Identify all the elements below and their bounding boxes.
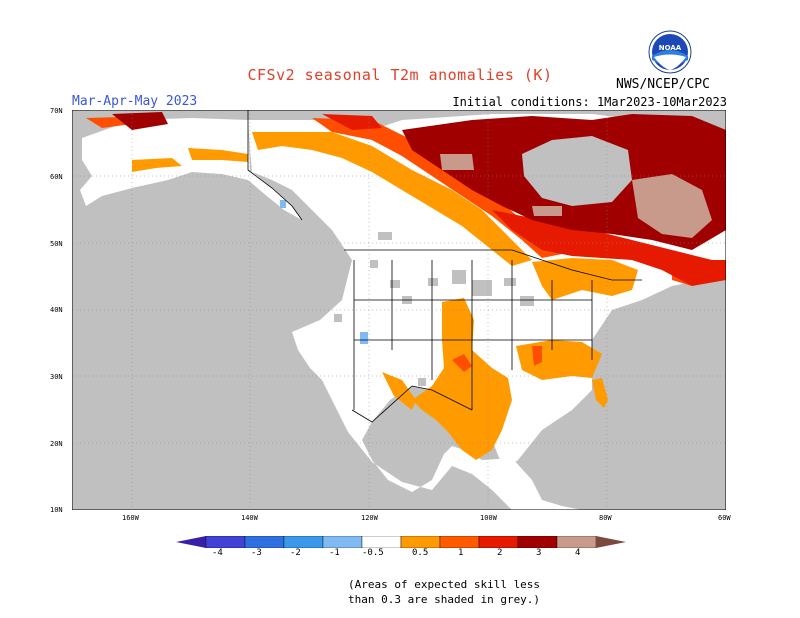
colorbar-label: 1 bbox=[458, 548, 464, 558]
lat-label: 70N bbox=[50, 107, 63, 115]
anomaly-orange bbox=[132, 132, 638, 460]
noaa-logo: NOAA bbox=[648, 30, 692, 74]
colorbar-label: -4 bbox=[212, 548, 223, 558]
map-title: CFSv2 seasonal T2m anomalies (K) bbox=[247, 66, 553, 84]
colorbar-label: 0.5 bbox=[412, 548, 429, 558]
colorbar-label: 3 bbox=[536, 548, 542, 558]
land-grey bbox=[334, 232, 534, 386]
skill-note-line: (Areas of expected skill less bbox=[348, 578, 541, 591]
skill-note: (Areas of expected skill less than 0.3 a… bbox=[348, 577, 540, 607]
lat-label: 10N bbox=[50, 506, 63, 514]
colorbar-arrow-left bbox=[176, 536, 206, 548]
anomaly-red bbox=[322, 114, 726, 286]
lat-label: 60N bbox=[50, 173, 63, 181]
lat-label: 30N bbox=[50, 373, 63, 381]
borders bbox=[247, 110, 642, 423]
colorbar bbox=[176, 536, 626, 548]
initial-conditions: Initial conditions: 1Mar2023-10Mar2023 bbox=[452, 95, 727, 109]
lat-label: 40N bbox=[50, 306, 63, 314]
lat-label: 50N bbox=[50, 240, 63, 248]
colorbar-label: -2 bbox=[290, 548, 301, 558]
agency-label: NWS/NCEP/CPC bbox=[616, 77, 710, 92]
anomaly-brown bbox=[440, 154, 712, 238]
lat-label: 20N bbox=[50, 440, 63, 448]
lon-label: 160W bbox=[122, 514, 139, 522]
lon-label: 120W bbox=[361, 514, 378, 522]
colorbar-arrow-right bbox=[596, 536, 626, 548]
logo-text: NOAA bbox=[659, 44, 682, 52]
colorbar-label: -0.5 bbox=[362, 548, 384, 558]
lon-label: 60W bbox=[718, 514, 731, 522]
graticule bbox=[72, 110, 726, 510]
anomaly-blue bbox=[280, 200, 368, 344]
skill-note-line: than 0.3 are shaded in grey.) bbox=[348, 593, 541, 606]
lon-label: 100W bbox=[480, 514, 497, 522]
colorbar-label: 2 bbox=[497, 548, 503, 558]
anomaly-map bbox=[72, 110, 726, 510]
forecast-period: Mar-Apr-May 2023 bbox=[72, 94, 198, 109]
colorbar-label: -3 bbox=[251, 548, 262, 558]
colorbar-label: 4 bbox=[575, 548, 581, 558]
lon-label: 140W bbox=[241, 514, 258, 522]
hudson-bay bbox=[522, 136, 632, 206]
lon-label: 80W bbox=[599, 514, 612, 522]
colorbar-label: -1 bbox=[329, 548, 340, 558]
